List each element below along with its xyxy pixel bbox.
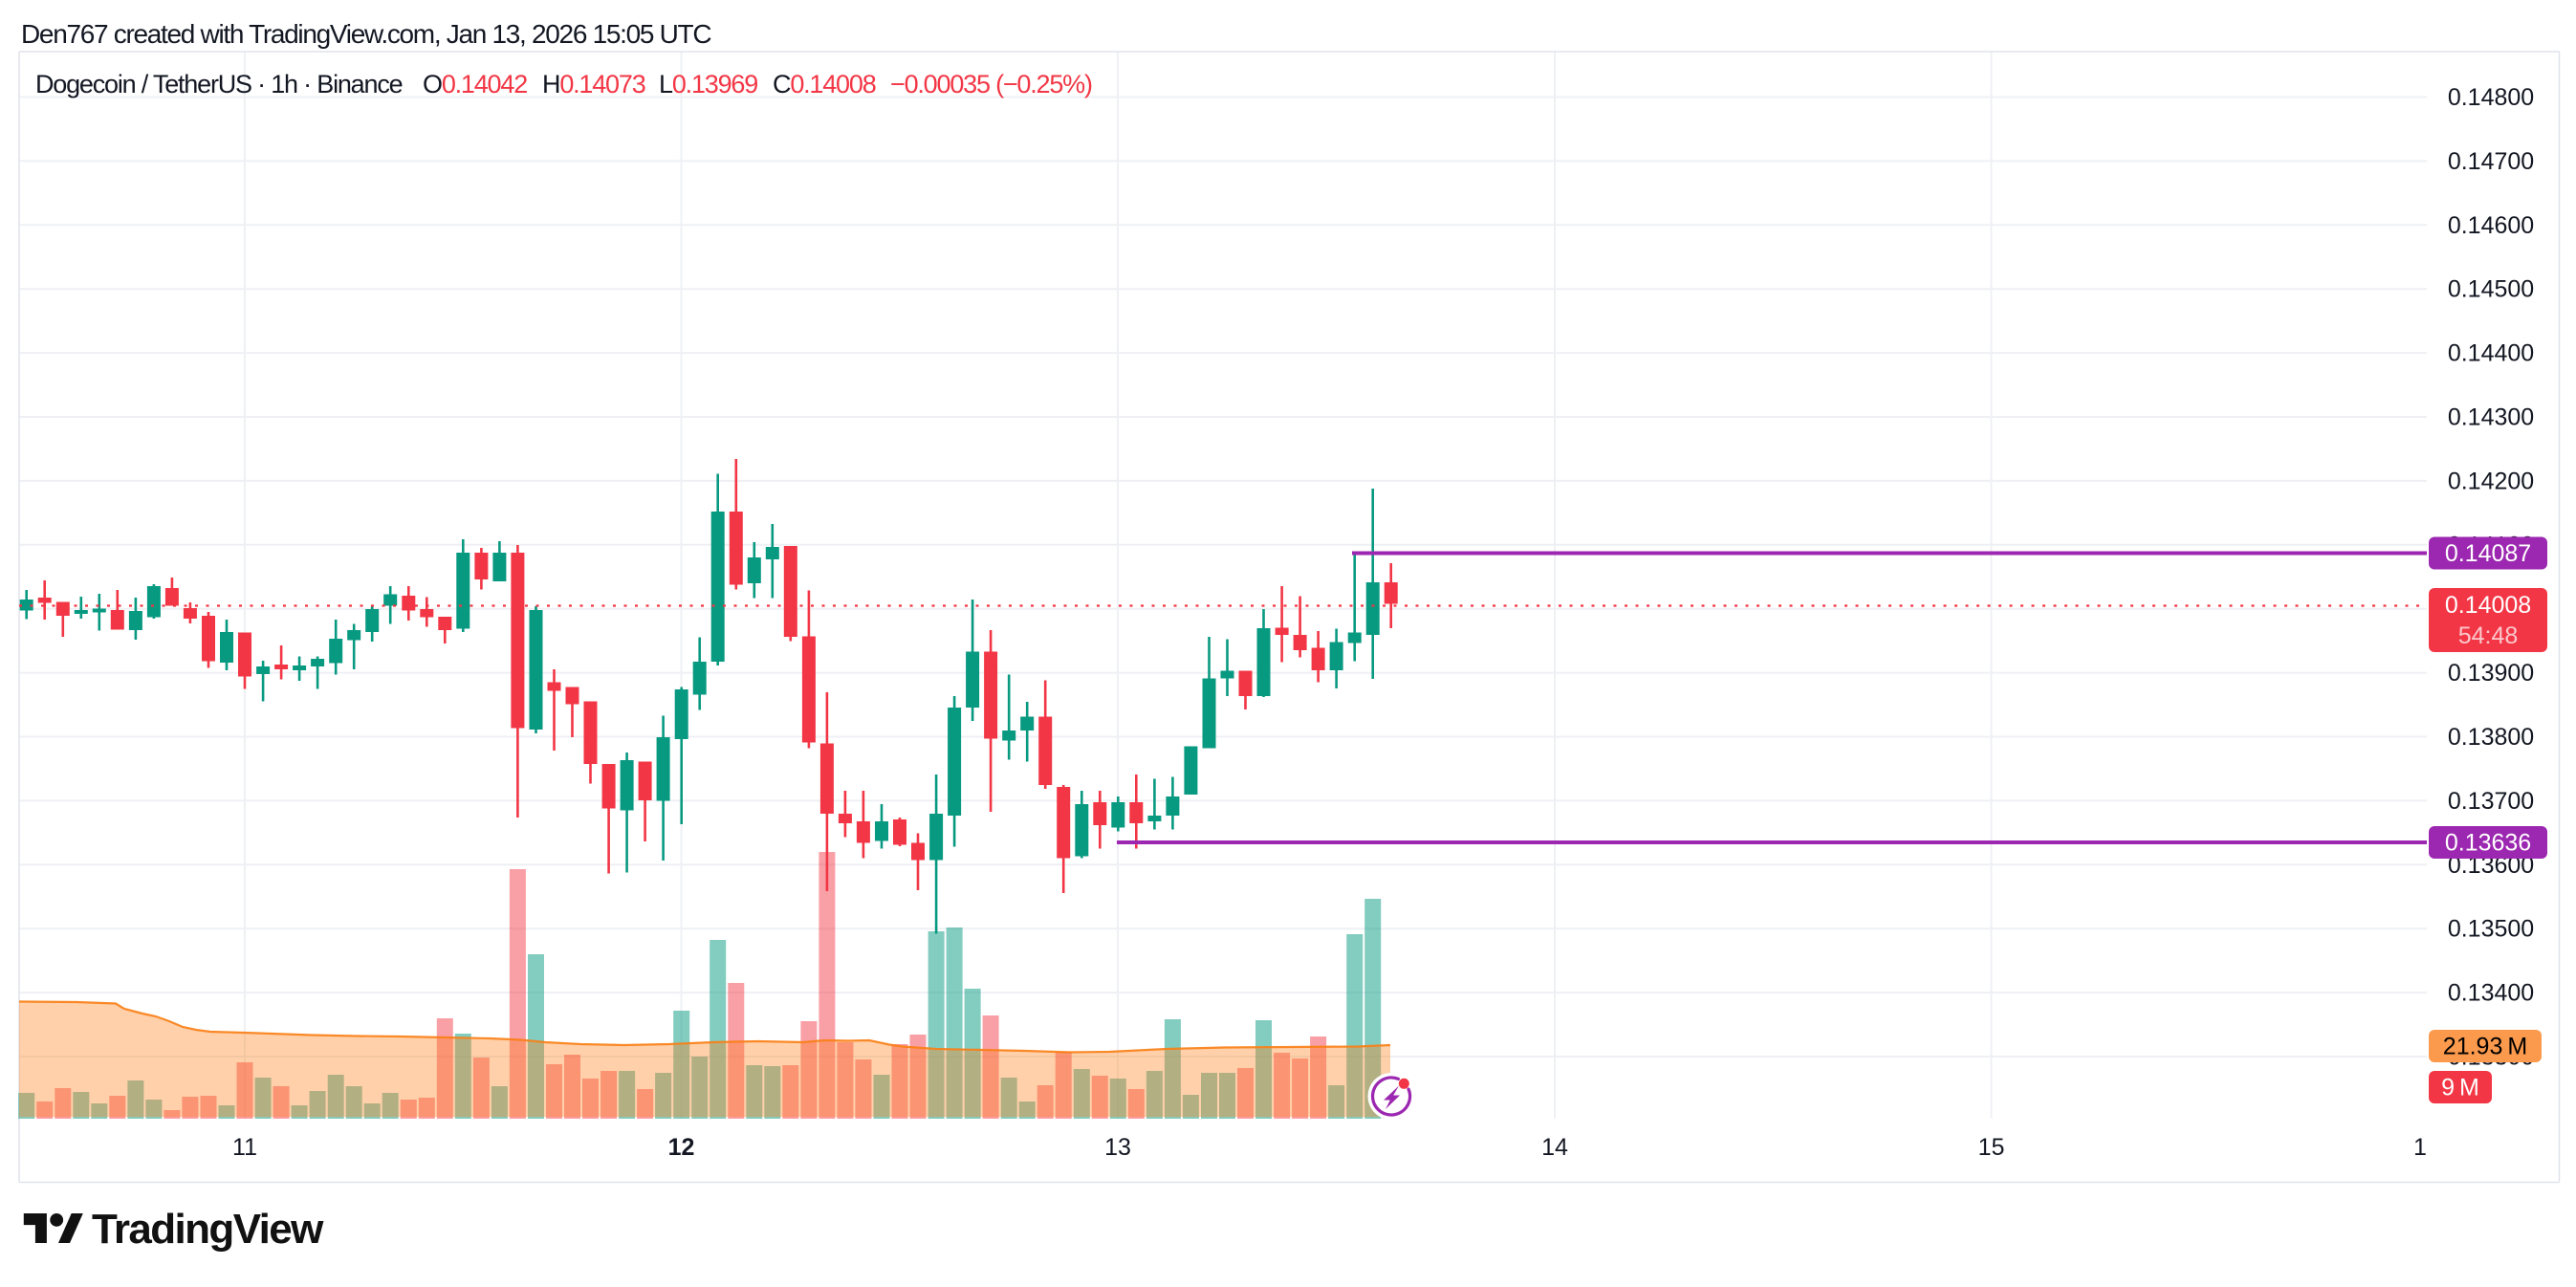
svg-text:0.14400: 0.14400 — [2448, 340, 2534, 367]
svg-text:15: 15 — [1978, 1134, 2005, 1161]
svg-text:0.14800: 0.14800 — [2448, 84, 2534, 111]
svg-text:0.14200: 0.14200 — [2448, 468, 2534, 494]
svg-text:0.13700: 0.13700 — [2448, 788, 2534, 815]
svg-text:0.14300: 0.14300 — [2448, 404, 2534, 431]
svg-text:0.14500: 0.14500 — [2448, 276, 2534, 303]
svg-text:11: 11 — [232, 1134, 257, 1161]
svg-text:0.13900: 0.13900 — [2448, 660, 2534, 687]
svg-text:12: 12 — [668, 1134, 695, 1161]
svg-text:54:48: 54:48 — [2458, 622, 2519, 649]
svg-text:Den767 created with TradingVie: Den767 created with TradingView.com, Jan… — [21, 19, 711, 49]
svg-text:0.13500: 0.13500 — [2448, 916, 2534, 943]
svg-text:0.13800: 0.13800 — [2448, 724, 2534, 751]
svg-text:13: 13 — [1104, 1134, 1131, 1161]
svg-text:14: 14 — [1541, 1134, 1568, 1161]
svg-text:0.13636: 0.13636 — [2445, 830, 2531, 857]
svg-text:Dogecoin / TetherUS · 1h · Bin: Dogecoin / TetherUS · 1h · Binance O0.140… — [35, 70, 1092, 98]
svg-text:1: 1 — [2413, 1134, 2427, 1161]
svg-text:0.14087: 0.14087 — [2445, 540, 2531, 567]
svg-text:0.14008: 0.14008 — [2445, 592, 2531, 619]
svg-text:0.14700: 0.14700 — [2448, 148, 2534, 175]
svg-text:9 M: 9 M — [2441, 1075, 2479, 1102]
svg-text:TradingView: TradingView — [92, 1206, 324, 1253]
svg-text:21.93 M: 21.93 M — [2443, 1034, 2527, 1060]
svg-text:0.14600: 0.14600 — [2448, 212, 2534, 239]
svg-text:0.13400: 0.13400 — [2448, 980, 2534, 1007]
